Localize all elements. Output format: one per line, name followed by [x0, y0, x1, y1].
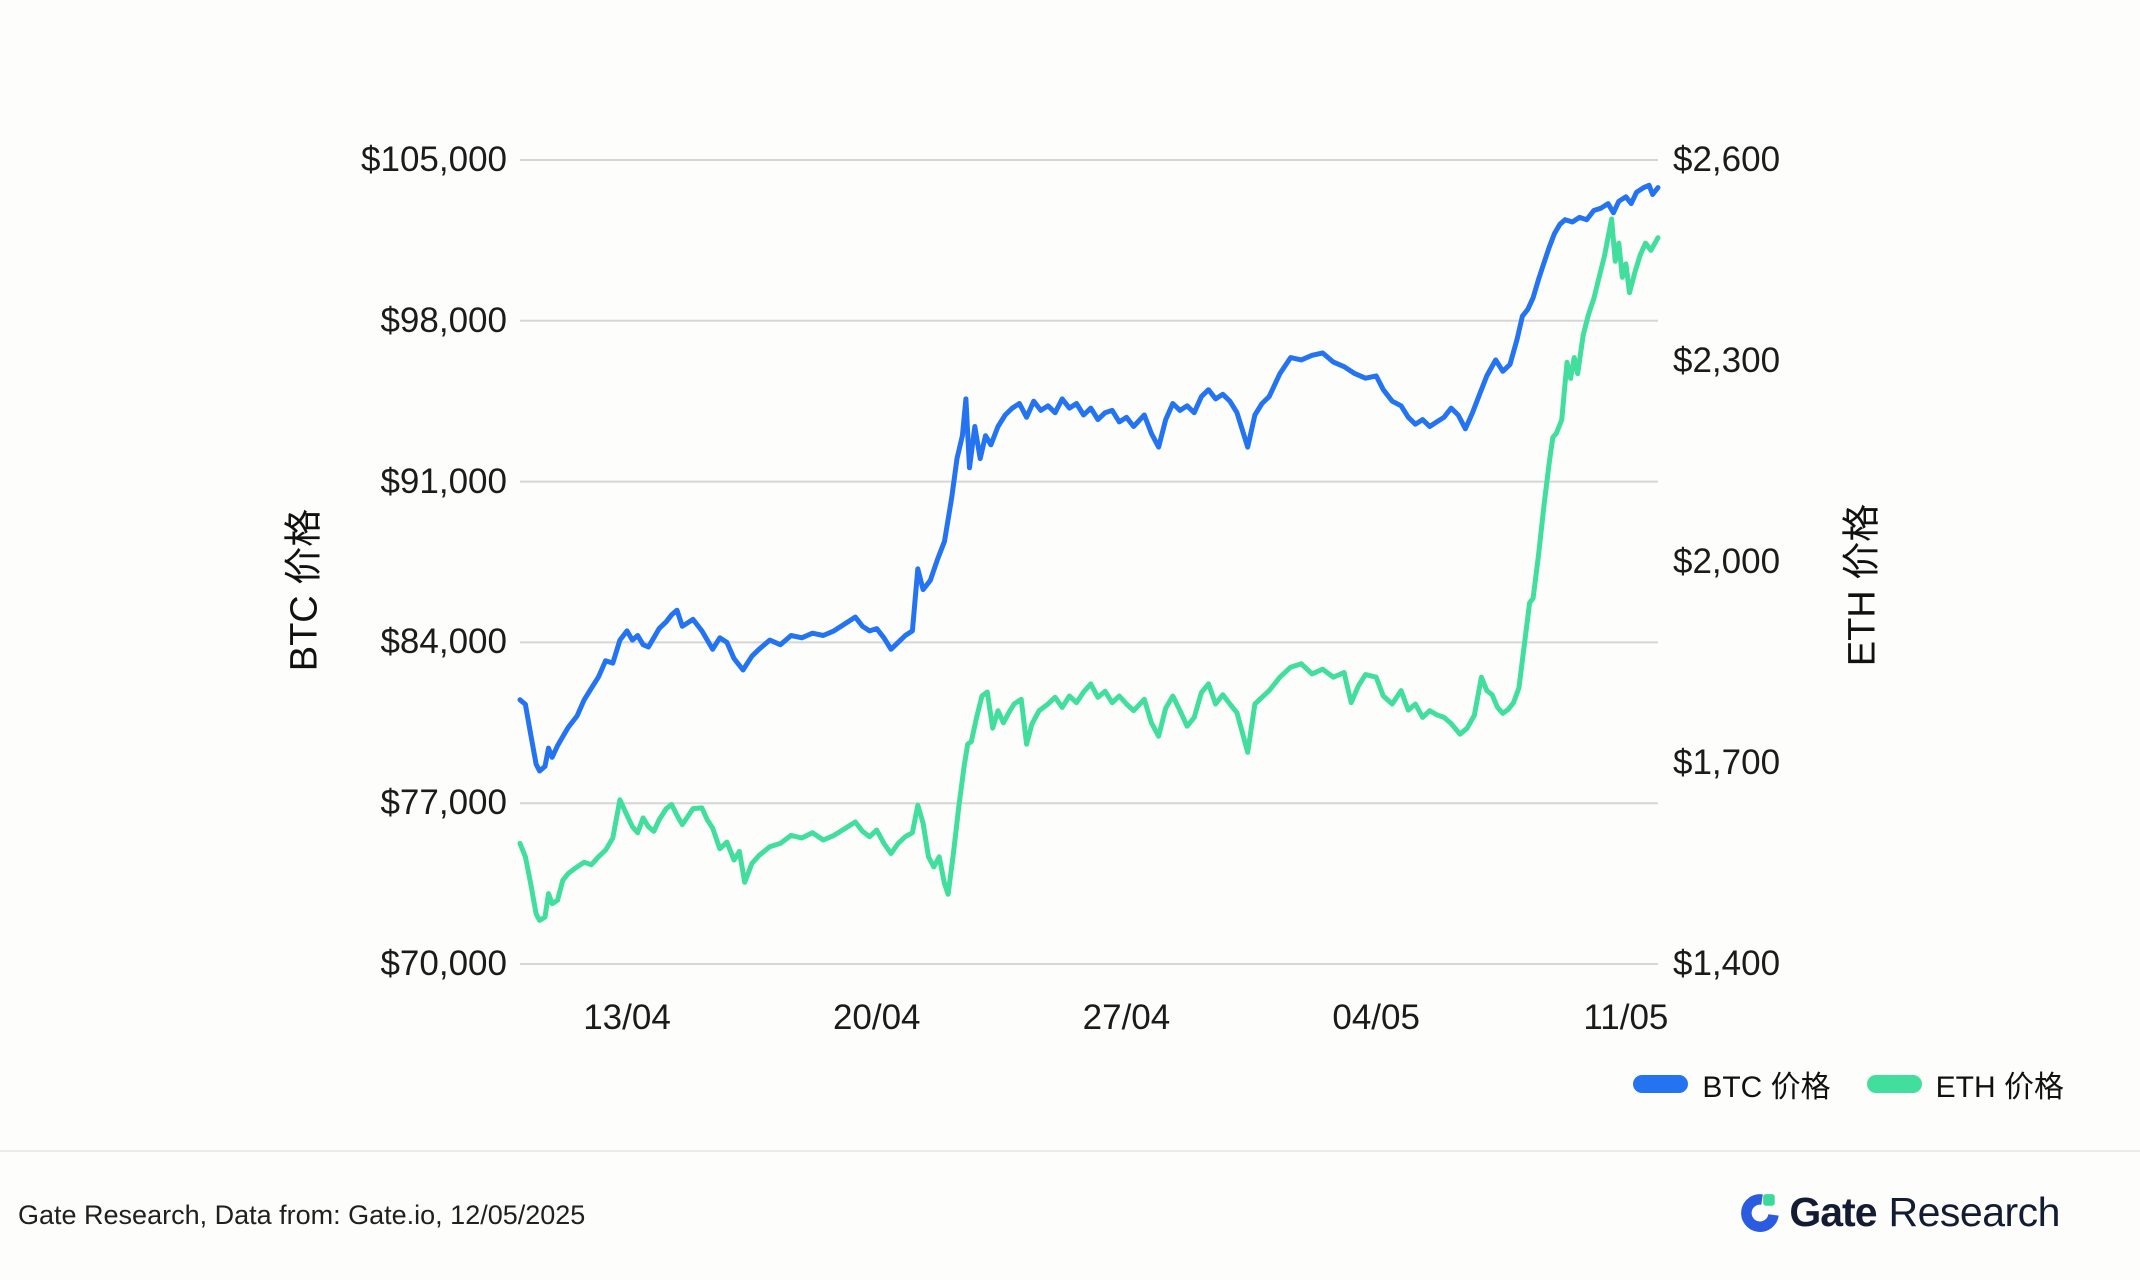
- logo-text-gate: Gate: [1789, 1188, 1877, 1235]
- legend-item-btc: BTC 价格: [1633, 1062, 1831, 1106]
- eth-legend-swatch-icon: [1866, 1075, 1922, 1093]
- y-axis-left-title: BTC 价格: [283, 508, 326, 672]
- chart-canvas: [517, 159, 1661, 965]
- eth-legend-label: ETH 价格: [1935, 1071, 2064, 1104]
- eth-price-line: [517, 216, 1661, 923]
- gate-research-logo: Gate Research: [1739, 1188, 2061, 1236]
- data-source-text: Gate Research, Data from: Gate.io, 12/05…: [18, 1200, 586, 1230]
- legend: BTC 价格 ETH 价格: [1633, 1062, 2064, 1106]
- price-chart: $70,000 $77,000 $84,000 $91,000 $98,000 $105,…: [283, 140, 2065, 1106]
- btc-legend-swatch-icon: [1633, 1075, 1689, 1093]
- y-axis-right-title: ETH 价格: [1841, 503, 1884, 667]
- gate-logo-icon: [1741, 1194, 1780, 1232]
- btc-legend-label: BTC 价格: [1702, 1071, 1831, 1104]
- logo-text-research: Research: [1888, 1188, 2061, 1235]
- footer: Gate Research, Data from: Gate.io, 12/05…: [0, 1150, 2140, 1280]
- legend-item-eth: ETH 价格: [1866, 1062, 2064, 1106]
- btc-price-line: [517, 182, 1661, 774]
